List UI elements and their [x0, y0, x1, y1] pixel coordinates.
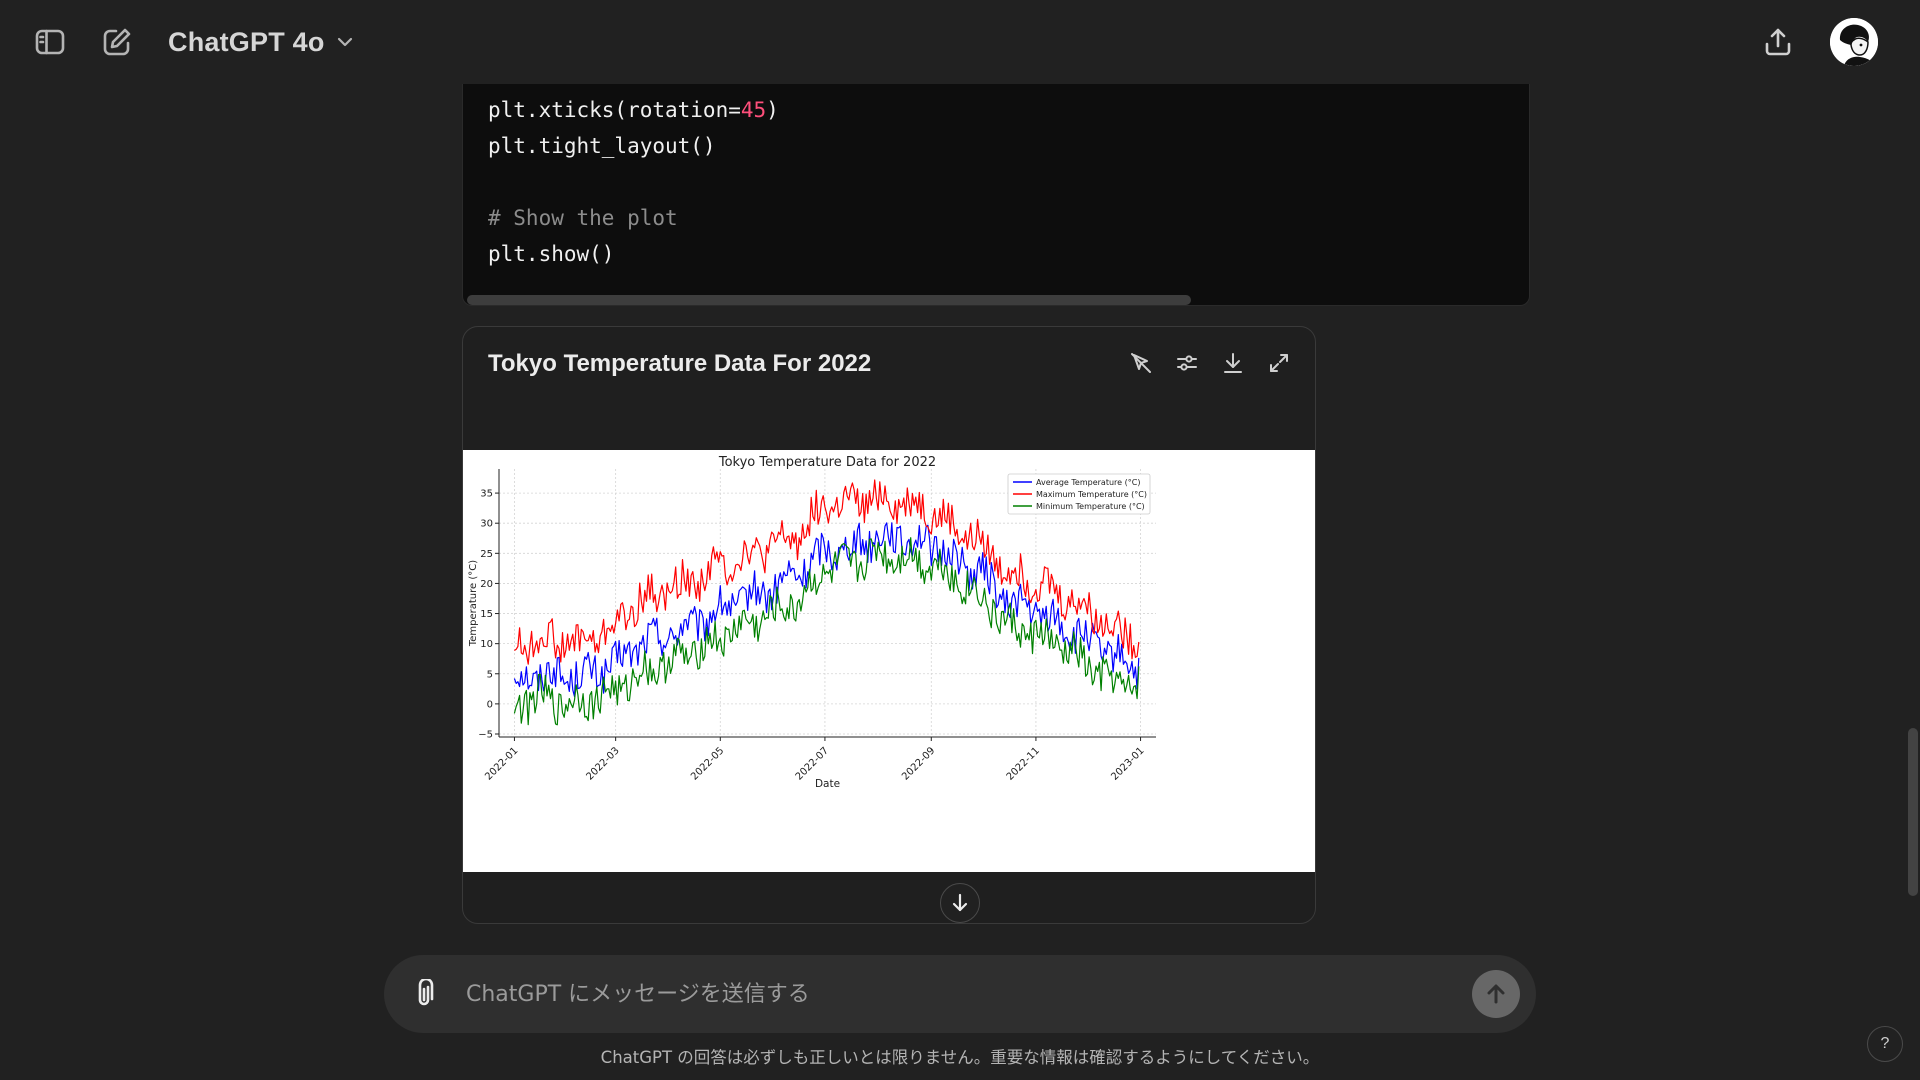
y-axis-label: Temperature (°C): [468, 560, 479, 647]
model-name: ChatGPT 4o: [168, 26, 325, 57]
x-tick-label: 2022-11: [1005, 745, 1042, 782]
y-tick-label: 20: [480, 579, 493, 590]
page-scrollbar[interactable]: [1908, 728, 1918, 896]
x-tick-label: 2023-01: [1109, 745, 1146, 782]
chart-title: Tokyo Temperature Data for 2022: [718, 455, 936, 470]
send-button[interactable]: [1472, 970, 1520, 1018]
expand-chart-button[interactable]: [1263, 347, 1295, 379]
code-line: plt.show(): [488, 236, 779, 272]
top-bar: ChatGPT 4o: [0, 0, 1920, 84]
code-horizontal-scrollbar[interactable]: [467, 295, 1191, 305]
share-button[interactable]: [1758, 22, 1798, 62]
legend-box: [1007, 473, 1151, 515]
expand-icon: [1270, 354, 1288, 372]
chart-toolbar: [1125, 347, 1295, 379]
legend-label: Maximum Temperature (°C): [1036, 490, 1147, 499]
help-button[interactable]: ?: [1867, 1026, 1903, 1062]
code-token: ): [766, 98, 779, 122]
y-tick-label: 0: [487, 699, 493, 710]
code-block: plt.xticks(rotation=45) plt.tight_layout(…: [462, 84, 1530, 306]
x-tick-label: 2022-01: [483, 745, 520, 782]
arrow-down-icon: [952, 893, 968, 912]
temperature-line-chart: −5 0 5 10 15 20 25 30 35 2022-01 2022-03 2022-05 202…: [468, 455, 1156, 790]
message-input[interactable]: [466, 955, 1426, 1033]
interactive-chart-icon: [1131, 353, 1151, 373]
chart-image: −5 0 5 10 15 20 25 30 35 2022-01 2022-03 2022-05 202…: [463, 450, 1315, 872]
code-token: # Show the plot: [488, 206, 678, 230]
user-avatar[interactable]: [1830, 18, 1878, 66]
x-axis-label: Date: [815, 778, 840, 790]
series-line: [513, 537, 1140, 726]
model-selector[interactable]: ChatGPT 4o: [168, 24, 355, 60]
interactive-chart-button[interactable]: [1125, 347, 1157, 379]
x-tick-label: 2022-09: [900, 745, 937, 782]
share-icon: [1765, 28, 1791, 56]
y-tick-label: 5: [487, 669, 493, 680]
code-line: plt.tight_layout(): [488, 128, 779, 164]
code-line: plt.xticks(rotation=45): [488, 92, 779, 128]
sidebar-toggle-button[interactable]: [30, 22, 70, 62]
legend-label: Average Temperature (°C): [1036, 478, 1140, 487]
arrow-up-icon: [1487, 984, 1505, 1004]
code-content: plt.xticks(rotation=45) plt.tight_layout(…: [488, 92, 779, 272]
y-tick-label: 10: [480, 639, 493, 650]
code-token: plt.show(): [488, 242, 615, 266]
y-tick-label: 30: [480, 519, 493, 530]
sidebar-toggle-icon: [35, 29, 65, 55]
legend-label: Minimum Temperature (°C): [1036, 502, 1145, 511]
code-token: plt.xticks(rotation=: [488, 98, 741, 122]
x-tick-label: 2022-03: [584, 745, 621, 782]
customize-chart-button[interactable]: [1171, 347, 1203, 379]
y-tick-label: 35: [480, 489, 493, 500]
chevron-down-icon: [337, 37, 352, 47]
code-token: 45: [740, 98, 767, 122]
y-tick-label: 25: [480, 549, 493, 560]
y-tick-label: 15: [480, 609, 493, 620]
x-tick-label: 2022-05: [689, 745, 726, 782]
new-chat-icon: [103, 28, 131, 56]
y-tick-label: −5: [478, 729, 493, 740]
new-chat-button[interactable]: [97, 22, 137, 62]
customize-icon: [1177, 355, 1197, 371]
download-icon: [1224, 353, 1242, 373]
avatar-icon: [1830, 18, 1878, 66]
code-token: plt.tight_layout(): [488, 134, 716, 158]
series-line: [513, 522, 1140, 698]
series-line: [514, 479, 1140, 665]
disclaimer-text: ChatGPT の回答は必ずしも正しいとは限りません。重要な情報は確認するように…: [600, 1048, 1320, 1067]
code-line: # Show the plot: [488, 200, 779, 236]
message-composer: [384, 955, 1536, 1033]
chart-card: Tokyo Temperature Data For 2022: [462, 326, 1316, 924]
code-line: [488, 164, 779, 200]
download-chart-button[interactable]: [1217, 347, 1249, 379]
chart-card-title: Tokyo Temperature Data For 2022: [488, 350, 872, 377]
attach-file-button[interactable]: [404, 974, 444, 1014]
scroll-to-bottom-button[interactable]: [940, 883, 980, 923]
paperclip-icon: [418, 979, 434, 1006]
